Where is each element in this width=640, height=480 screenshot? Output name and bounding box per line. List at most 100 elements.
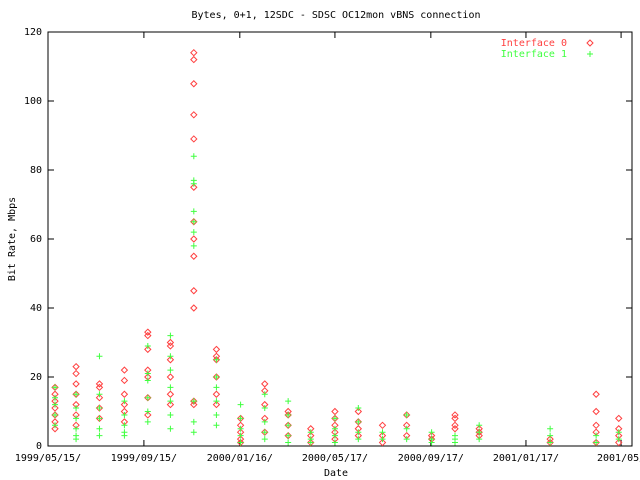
plus-point bbox=[261, 429, 268, 436]
plus-point bbox=[73, 425, 80, 432]
plus-point bbox=[190, 218, 197, 225]
plus-point bbox=[96, 425, 103, 432]
x-axis-label: Date bbox=[324, 468, 348, 479]
plus-point bbox=[121, 398, 128, 405]
plus-point bbox=[615, 429, 622, 436]
plus-point bbox=[403, 436, 410, 443]
plus-point bbox=[190, 153, 197, 160]
plus-point bbox=[144, 342, 151, 349]
plus-point bbox=[331, 432, 338, 439]
x-tick-label: 2000/01/16/ bbox=[207, 453, 273, 464]
plus-point bbox=[261, 436, 268, 443]
diamond-point bbox=[190, 48, 198, 57]
plus-point bbox=[52, 422, 59, 429]
plus-point bbox=[547, 425, 554, 432]
diamond-point bbox=[144, 411, 152, 419]
plus-point bbox=[52, 401, 59, 408]
plus-point bbox=[121, 411, 128, 418]
x-tick-label: 2001/01/17/ bbox=[493, 453, 559, 464]
diamond-point bbox=[166, 356, 175, 364]
plus-point bbox=[144, 394, 151, 401]
diamond-point bbox=[95, 380, 104, 388]
plus-point bbox=[213, 384, 220, 391]
diamond-point bbox=[451, 421, 459, 430]
plus-point bbox=[73, 391, 80, 398]
diamond-point bbox=[378, 438, 387, 447]
plus-point bbox=[237, 425, 244, 432]
plus-point bbox=[96, 391, 103, 398]
plus-point bbox=[213, 374, 220, 380]
plus-point bbox=[190, 398, 197, 405]
diamond-point bbox=[212, 390, 221, 398]
diamond-point bbox=[72, 369, 80, 378]
plus-point bbox=[547, 432, 554, 439]
diamond-point bbox=[166, 342, 175, 350]
diamond-point bbox=[261, 380, 269, 388]
plus-point bbox=[379, 436, 386, 443]
diamond-point bbox=[120, 400, 129, 409]
diamond-point bbox=[592, 407, 600, 416]
plus-point bbox=[237, 401, 244, 408]
diamond-point bbox=[190, 111, 198, 119]
plus-point bbox=[96, 432, 103, 439]
plus-point bbox=[285, 439, 292, 446]
x-tick-label: 2001/05/ bbox=[597, 453, 640, 464]
plus-point bbox=[593, 439, 600, 446]
plus-point bbox=[237, 432, 244, 439]
plus-point bbox=[615, 436, 622, 443]
plus-point bbox=[213, 356, 220, 363]
diamond-point bbox=[51, 425, 59, 433]
y-tick-label: 120 bbox=[24, 27, 42, 38]
diamond-point bbox=[190, 80, 198, 88]
plus-point bbox=[96, 405, 103, 412]
diamond-point bbox=[120, 366, 129, 374]
diamond-point bbox=[615, 414, 623, 423]
plus-point bbox=[593, 432, 600, 439]
plus-point bbox=[213, 398, 220, 405]
plus-point bbox=[331, 415, 338, 422]
plus-point bbox=[167, 353, 174, 360]
plus-point bbox=[144, 418, 151, 425]
diamond-point bbox=[190, 252, 198, 260]
plus-point bbox=[73, 415, 80, 422]
x-tick-label: 1999/05/15/ bbox=[15, 453, 81, 464]
diamond-point bbox=[190, 55, 198, 64]
y-tick-label: 0 bbox=[36, 441, 42, 452]
y-tick-label: 40 bbox=[30, 303, 42, 314]
plus-point bbox=[331, 425, 338, 432]
diamond-point bbox=[212, 400, 221, 409]
legend-marker bbox=[587, 51, 593, 57]
plus-point bbox=[355, 436, 362, 443]
plus-point bbox=[144, 377, 151, 384]
x-tick-label: 2000/05/17/ bbox=[302, 453, 368, 464]
plus-point bbox=[190, 208, 197, 215]
plus-point bbox=[285, 422, 292, 429]
plus-point bbox=[73, 405, 80, 412]
plus-point bbox=[307, 429, 314, 436]
plus-point bbox=[144, 408, 151, 415]
diamond-point bbox=[190, 135, 198, 143]
diamond-point bbox=[144, 331, 152, 340]
plus-point bbox=[213, 422, 220, 429]
diamond-point bbox=[615, 438, 623, 447]
plus-point bbox=[167, 384, 174, 391]
plus-point bbox=[190, 242, 197, 249]
plus-point bbox=[167, 425, 174, 432]
plus-point bbox=[52, 411, 59, 418]
diamond-point bbox=[166, 338, 175, 347]
plus-point bbox=[476, 429, 483, 436]
plus-point bbox=[307, 439, 314, 446]
plus-point bbox=[190, 180, 197, 187]
plus-point bbox=[52, 394, 59, 401]
diamond-point bbox=[354, 407, 363, 416]
diamond-point bbox=[190, 287, 198, 295]
plus-point bbox=[121, 422, 128, 429]
plus-point bbox=[167, 398, 174, 405]
plus-point bbox=[331, 439, 338, 446]
diamond-point bbox=[378, 421, 387, 430]
plus-point bbox=[121, 432, 128, 439]
plus-point bbox=[285, 398, 292, 405]
